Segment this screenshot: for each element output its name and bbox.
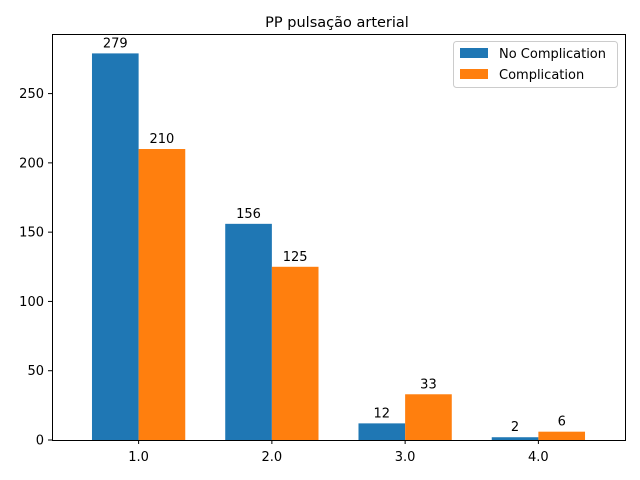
y-axis: 0 50 100 150 200 250 bbox=[19, 87, 52, 449]
data-label: 156 bbox=[236, 207, 261, 222]
chart-title: PP pulsação arterial bbox=[265, 15, 409, 31]
x-axis: 1.0 2.0 3.0 4.0 bbox=[128, 440, 549, 465]
bar-no-complication-2 bbox=[225, 223, 272, 440]
legend-swatch bbox=[460, 48, 488, 58]
legend: No Complication Complication bbox=[453, 41, 618, 88]
plot-frame bbox=[52, 34, 626, 441]
data-label: 125 bbox=[283, 250, 308, 265]
y-tick-label: 150 bbox=[19, 226, 44, 241]
data-label: 6 bbox=[558, 415, 566, 430]
x-tick-label: 3.0 bbox=[395, 450, 416, 465]
data-label: 33 bbox=[420, 377, 437, 392]
bar-no-complication-4 bbox=[491, 437, 539, 440]
legend-label: No Complication bbox=[499, 47, 606, 62]
legend-swatch bbox=[460, 69, 488, 79]
x-tick-label: 4.0 bbox=[528, 450, 549, 465]
legend-label: Complication bbox=[499, 68, 584, 83]
data-label: 279 bbox=[103, 36, 128, 51]
bar-complication-2 bbox=[271, 266, 319, 440]
x-tick-label: 2.0 bbox=[262, 450, 283, 465]
bars-layer bbox=[91, 53, 586, 440]
data-label: 210 bbox=[150, 132, 175, 147]
legend-box bbox=[453, 41, 618, 88]
data-labels-layer: 279 156 12 2 210 125 33 6 bbox=[103, 36, 566, 435]
bar-complication-4 bbox=[538, 431, 586, 440]
bar-complication-1 bbox=[138, 149, 186, 440]
bar-complication-3 bbox=[405, 394, 452, 440]
bar-no-complication-1 bbox=[91, 53, 139, 440]
bar-no-complication-3 bbox=[358, 423, 406, 440]
y-tick-label: 50 bbox=[27, 364, 44, 379]
y-tick-label: 0 bbox=[36, 434, 44, 449]
y-tick-label: 100 bbox=[19, 295, 44, 310]
data-label: 2 bbox=[511, 420, 519, 435]
y-tick-label: 250 bbox=[19, 87, 44, 102]
x-tick-label: 1.0 bbox=[128, 450, 149, 465]
y-tick-label: 200 bbox=[19, 156, 44, 171]
data-label: 12 bbox=[374, 406, 391, 421]
